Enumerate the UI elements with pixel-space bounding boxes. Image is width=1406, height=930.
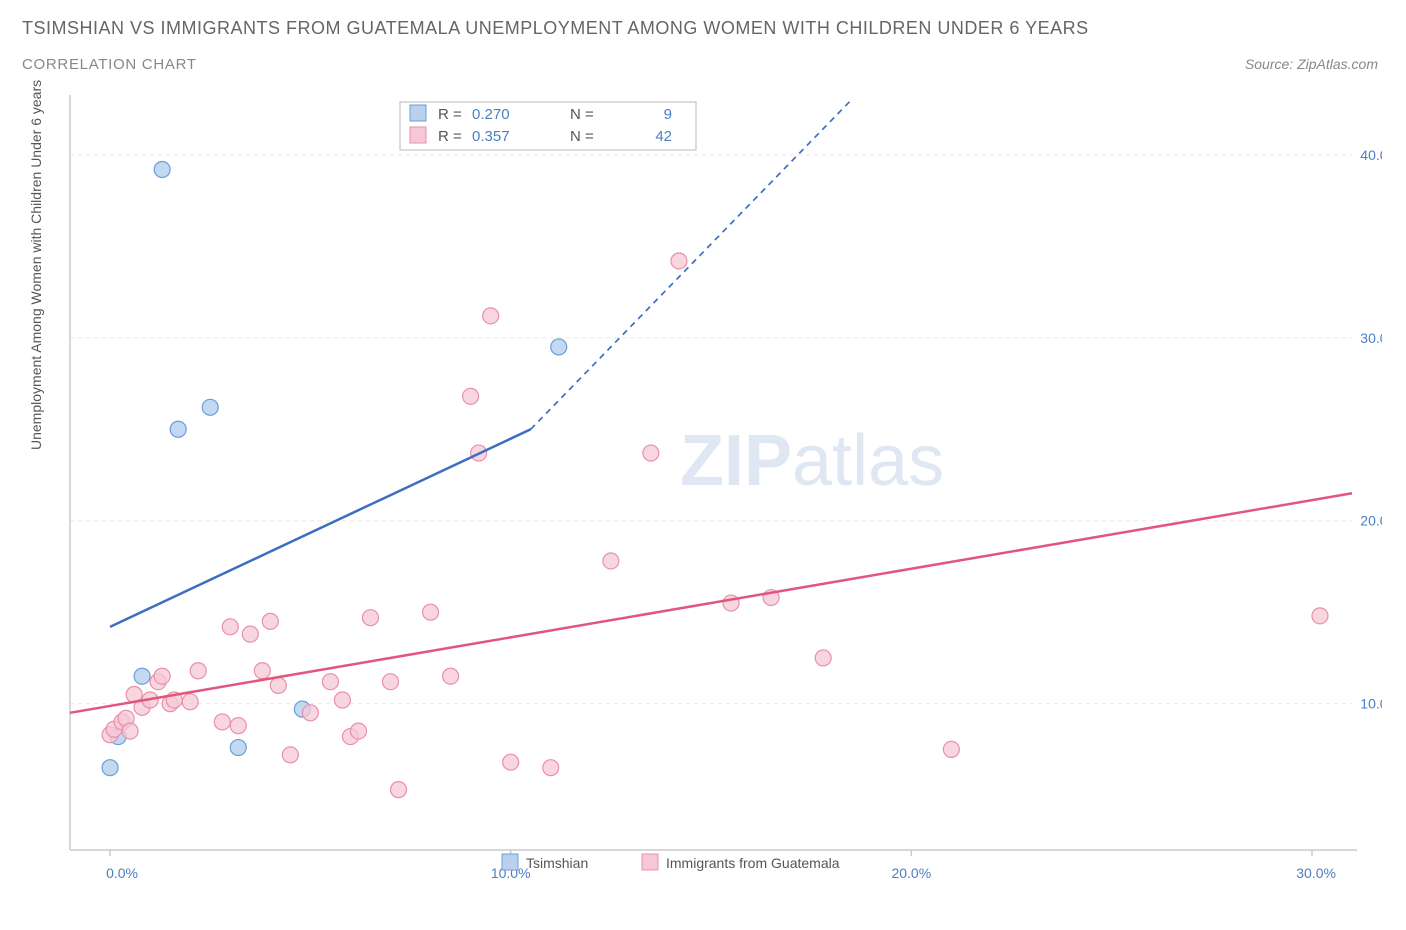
svg-text:30.0%: 30.0% [1360, 330, 1382, 346]
svg-text:40.0%: 40.0% [1360, 147, 1382, 163]
svg-text:30.0%: 30.0% [1296, 865, 1336, 880]
chart-title-line1: TSIMSHIAN VS IMMIGRANTS FROM GUATEMALA U… [22, 18, 1089, 39]
svg-text:N =: N = [570, 106, 594, 123]
svg-text:10.0%: 10.0% [1360, 696, 1382, 712]
svg-text:Immigrants from Guatemala: Immigrants from Guatemala [666, 855, 840, 871]
y-axis-label: Unemployment Among Women with Children U… [28, 80, 44, 450]
svg-text:R =: R = [438, 128, 462, 145]
source-attribution: Source: ZipAtlas.com [1245, 56, 1378, 72]
svg-text:N =: N = [570, 128, 594, 145]
svg-text:9: 9 [664, 106, 672, 123]
svg-text:20.0%: 20.0% [891, 865, 931, 880]
svg-text:20.0%: 20.0% [1360, 513, 1382, 529]
scatter-chart: 10.0%20.0%30.0%40.0%0.0%10.0%20.0%30.0%R… [62, 90, 1382, 880]
svg-text:R =: R = [438, 106, 462, 123]
svg-text:0.357: 0.357 [472, 128, 510, 145]
chart-title-line2: CORRELATION CHART [22, 56, 197, 73]
svg-text:42: 42 [655, 128, 672, 145]
svg-text:0.270: 0.270 [472, 106, 510, 123]
svg-text:0.0%: 0.0% [106, 865, 138, 880]
svg-text:Tsimshian: Tsimshian [526, 855, 588, 871]
